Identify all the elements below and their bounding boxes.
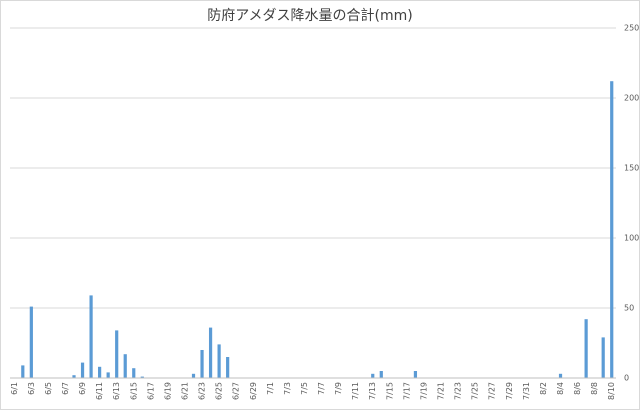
y-tick-label: 100 bbox=[624, 234, 639, 243]
x-tick-label: 7/29 bbox=[505, 382, 514, 400]
bar bbox=[115, 330, 119, 378]
x-tick-label: 7/5 bbox=[300, 382, 309, 395]
bar bbox=[610, 81, 614, 378]
x-tick-label: 6/27 bbox=[232, 382, 241, 400]
y-tick-label: 150 bbox=[624, 164, 639, 173]
x-tick-label: 7/21 bbox=[437, 382, 446, 400]
x-tick-label: 6/21 bbox=[180, 382, 189, 400]
x-tick-label: 6/13 bbox=[112, 382, 121, 400]
x-tick-label: 6/29 bbox=[249, 382, 258, 400]
chart-title: 防府アメダス降水量の合計(mm) bbox=[207, 8, 413, 24]
x-tick-label: 7/7 bbox=[317, 382, 326, 395]
x-tick-label: 7/19 bbox=[419, 382, 428, 400]
x-tick-label: 6/17 bbox=[146, 382, 155, 400]
x-tick-label: 6/19 bbox=[163, 382, 172, 400]
y-tick-label: 0 bbox=[624, 374, 629, 383]
x-tick-label: 6/5 bbox=[44, 382, 53, 395]
bar bbox=[21, 365, 25, 378]
bar bbox=[584, 319, 588, 378]
bar bbox=[123, 354, 127, 378]
x-tick-label: 8/6 bbox=[573, 382, 582, 395]
x-tick-label: 6/7 bbox=[61, 382, 70, 395]
bar bbox=[217, 344, 221, 378]
x-tick-label: 7/25 bbox=[471, 382, 480, 400]
x-tick-label: 6/1 bbox=[10, 382, 19, 395]
y-tick-label: 200 bbox=[624, 94, 639, 103]
x-tick-label: 7/9 bbox=[334, 382, 343, 395]
bar bbox=[29, 306, 33, 378]
x-tick-label: 6/25 bbox=[215, 382, 224, 400]
bar bbox=[413, 371, 418, 378]
bar bbox=[601, 337, 605, 378]
x-tick-label: 7/27 bbox=[488, 382, 497, 400]
x-tick-label: 8/8 bbox=[590, 382, 599, 395]
x-tick-label: 7/15 bbox=[385, 382, 394, 400]
bar bbox=[558, 373, 563, 378]
x-tick-label: 7/23 bbox=[454, 382, 463, 400]
bar bbox=[98, 366, 102, 378]
x-tick-label: 6/3 bbox=[27, 382, 36, 395]
x-tick-label: 6/9 bbox=[78, 382, 87, 395]
x-tick-label: 8/2 bbox=[539, 382, 548, 395]
x-tick-label: 7/13 bbox=[368, 382, 377, 400]
x-tick-label: 7/17 bbox=[402, 382, 411, 400]
x-tick-label: 8/10 bbox=[607, 382, 616, 400]
y-tick-label: 50 bbox=[624, 304, 634, 313]
bar bbox=[371, 373, 375, 378]
bar bbox=[132, 368, 136, 378]
x-tick-label: 7/1 bbox=[266, 382, 275, 395]
x-tick-label: 6/23 bbox=[198, 382, 207, 400]
bar bbox=[72, 375, 76, 378]
bar bbox=[226, 357, 230, 378]
x-tick-label: 7/3 bbox=[283, 382, 292, 395]
x-tick-label: 6/11 bbox=[95, 382, 104, 400]
bar bbox=[106, 372, 110, 378]
x-tick-label: 8/4 bbox=[556, 382, 565, 395]
x-tick-label: 7/31 bbox=[522, 382, 531, 400]
bar bbox=[191, 373, 196, 378]
bar bbox=[80, 362, 85, 378]
bar bbox=[200, 350, 204, 378]
x-tick-label: 6/15 bbox=[129, 382, 138, 400]
bar bbox=[140, 376, 144, 378]
bar bbox=[208, 327, 213, 378]
x-tick-label: 7/11 bbox=[351, 382, 360, 400]
bar bbox=[379, 371, 383, 378]
bar bbox=[89, 295, 93, 378]
y-tick-label: 250 bbox=[624, 24, 639, 33]
